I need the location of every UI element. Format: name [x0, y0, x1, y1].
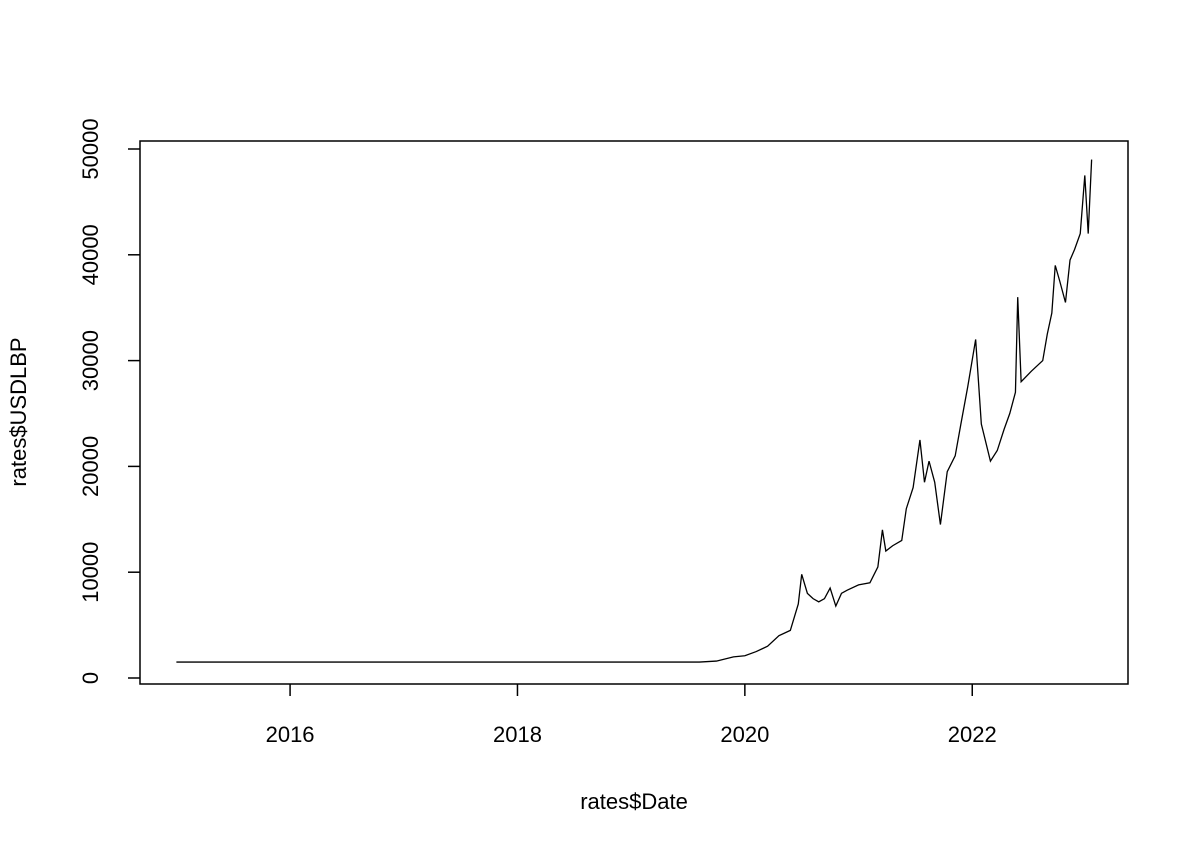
y-tick-label: 20000	[78, 436, 103, 497]
x-tick-label: 2016	[266, 722, 315, 747]
y-tick-label: 10000	[78, 542, 103, 603]
data-line	[176, 159, 1093, 663]
x-tick-label: 2018	[493, 722, 542, 747]
y-axis-label: rates$USDLBP	[6, 337, 31, 486]
x-axis-label: rates$Date	[580, 789, 688, 814]
plot-frame	[139, 140, 1129, 685]
y-tick-label: 50000	[78, 118, 103, 179]
x-tick-label: 2020	[720, 722, 769, 747]
y-tick-label: 40000	[78, 224, 103, 285]
y-tick-label: 30000	[78, 330, 103, 391]
y-tick-label: 0	[78, 672, 103, 684]
x-tick-label: 2022	[948, 722, 997, 747]
